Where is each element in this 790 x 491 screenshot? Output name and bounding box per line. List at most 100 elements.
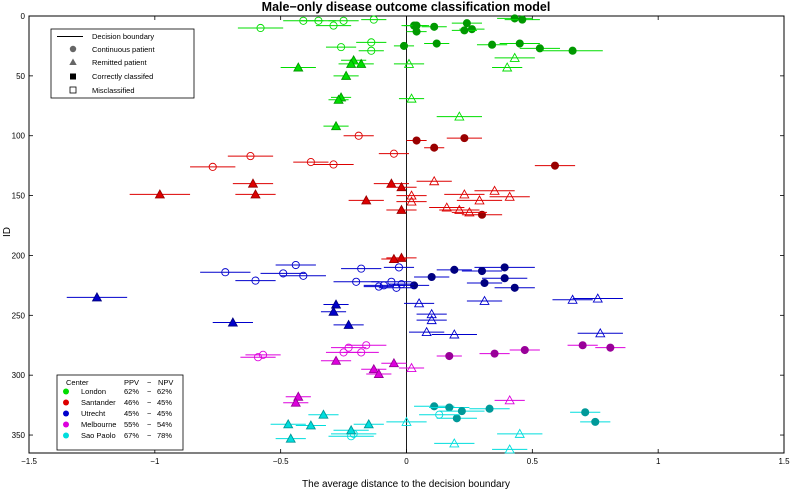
legend-centers: Center PPV − NPV London 62% −62%Santander 4… — [56, 374, 184, 451]
point-remitted-misclassified — [454, 204, 465, 214]
point-remitted-misclassified — [595, 327, 606, 338]
legend-header-ppv: PPV — [124, 378, 139, 387]
point-continuous-misclassified — [435, 410, 444, 419]
point-remitted-correct — [361, 195, 372, 205]
point-remitted-misclassified — [504, 394, 515, 405]
point-continuous-correct — [412, 27, 421, 36]
point-continuous-correct — [467, 25, 476, 34]
legend-center-ppv: 62% — [124, 387, 139, 396]
point-continuous-correct — [488, 40, 497, 49]
legend-center-swatch — [63, 421, 69, 428]
point-remitted-correct — [373, 368, 384, 378]
legend-center-sep: − — [147, 387, 152, 396]
y-tick-label: 50 — [16, 72, 25, 81]
point-continuous-correct — [480, 278, 489, 288]
legend-symbols: Decision boundary Continuous patient Rem… — [50, 28, 195, 99]
point-remitted-misclassified — [403, 58, 415, 68]
point-remitted-correct — [340, 70, 352, 80]
point-continuous-misclassified — [367, 46, 376, 55]
x-tick-label: 1.5 — [778, 457, 790, 466]
legend-center-name: Melbourne — [81, 420, 116, 429]
point-remitted-misclassified — [401, 416, 412, 426]
point-continuous-misclassified — [221, 268, 230, 277]
point-continuous-misclassified — [253, 353, 263, 362]
point-remitted-misclassified — [429, 175, 440, 186]
legend-center-npv: 45% — [157, 398, 172, 407]
legend-center-npv: 54% — [157, 420, 172, 429]
legend-center-swatch — [63, 432, 69, 439]
point-continuous-correct — [578, 341, 587, 350]
point-continuous-misclassified — [379, 281, 388, 290]
legend-center-ppv: 45% — [124, 409, 139, 418]
point-remitted-correct — [305, 420, 317, 430]
point-continuous-misclassified — [291, 260, 300, 270]
point-continuous-misclassified — [344, 343, 353, 352]
point-continuous-correct — [500, 274, 509, 283]
y-tick-label: 150 — [12, 192, 26, 201]
point-continuous-misclassified — [208, 162, 217, 171]
legend-center-name: Utrecht — [81, 409, 106, 418]
legend-centers-box — [56, 374, 184, 451]
point-remitted-misclassified — [592, 293, 603, 303]
point-continuous-misclassified — [339, 16, 348, 25]
point-continuous-misclassified — [337, 43, 346, 52]
legend-center-rows: London 62% −62%Santander 46% −45%Utrecht 45% −… — [63, 387, 172, 440]
point-remitted-correct — [318, 409, 329, 419]
point-remitted-misclassified — [421, 326, 432, 337]
point-remitted-correct — [154, 189, 166, 199]
point-remitted-misclassified — [479, 295, 490, 305]
x-tick-label: 0 — [404, 457, 409, 466]
point-continuous-misclassified — [389, 149, 398, 158]
legend-center-name: Santander — [81, 398, 116, 407]
point-continuous-misclassified — [354, 131, 363, 140]
point-continuous-misclassified — [329, 21, 338, 30]
point-remitted-correct — [330, 120, 342, 131]
point-continuous-misclassified — [256, 23, 265, 33]
point-remitted-misclassified — [413, 298, 425, 308]
point-continuous-misclassified — [374, 282, 383, 291]
point-continuous-misclassified — [339, 348, 348, 357]
y-tick-label: 250 — [12, 311, 26, 320]
legend-header-npv: NPV — [158, 378, 173, 387]
point-continuous-correct — [550, 161, 560, 170]
point-remitted-correct — [328, 306, 339, 316]
point-continuous-misclassified — [369, 15, 378, 24]
point-continuous-misclassified — [246, 152, 255, 161]
point-remitted-correct — [250, 189, 261, 199]
point-continuous-misclassified — [306, 158, 315, 167]
legend-center-swatch — [63, 410, 69, 417]
point-continuous-correct — [445, 403, 454, 412]
point-remitted-misclassified — [406, 190, 417, 200]
point-continuous-correct — [581, 408, 590, 417]
point-continuous-correct — [445, 351, 454, 361]
point-continuous-correct — [432, 39, 441, 48]
point-continuous-correct — [430, 143, 439, 152]
legend-circle-icon — [69, 45, 77, 53]
x-axis-label: The average distance to the decision bou… — [302, 479, 510, 490]
point-continuous-misclassified — [362, 341, 371, 350]
point-continuous-misclassified — [299, 16, 308, 25]
legend-center-ppv: 67% — [124, 431, 139, 440]
point-remitted-correct — [396, 204, 407, 214]
point-remitted-correct — [343, 319, 354, 329]
point-remitted-misclassified — [441, 202, 452, 212]
x-tick-label: 1 — [656, 457, 661, 466]
point-continuous-correct — [450, 265, 459, 274]
point-continuous-correct — [412, 136, 421, 145]
point-remitted-correct — [227, 317, 239, 327]
point-remitted-correct — [333, 94, 344, 104]
point-continuous-misclassified — [352, 277, 361, 286]
point-remitted-misclassified — [514, 428, 525, 438]
legend-center-swatch — [63, 388, 69, 395]
point-continuous-misclassified — [279, 269, 288, 278]
legend-center-sep: − — [147, 409, 152, 418]
series-melbourne — [240, 341, 626, 407]
point-remitted-misclassified — [567, 294, 578, 304]
point-continuous-correct — [452, 414, 461, 423]
point-continuous-correct — [477, 210, 487, 219]
point-remitted-misclassified — [449, 438, 460, 448]
point-remitted-misclassified — [459, 189, 470, 199]
series-london — [237, 14, 603, 131]
point-remitted-misclassified — [426, 308, 437, 319]
legend-continuous: Continuous patient — [92, 45, 155, 54]
